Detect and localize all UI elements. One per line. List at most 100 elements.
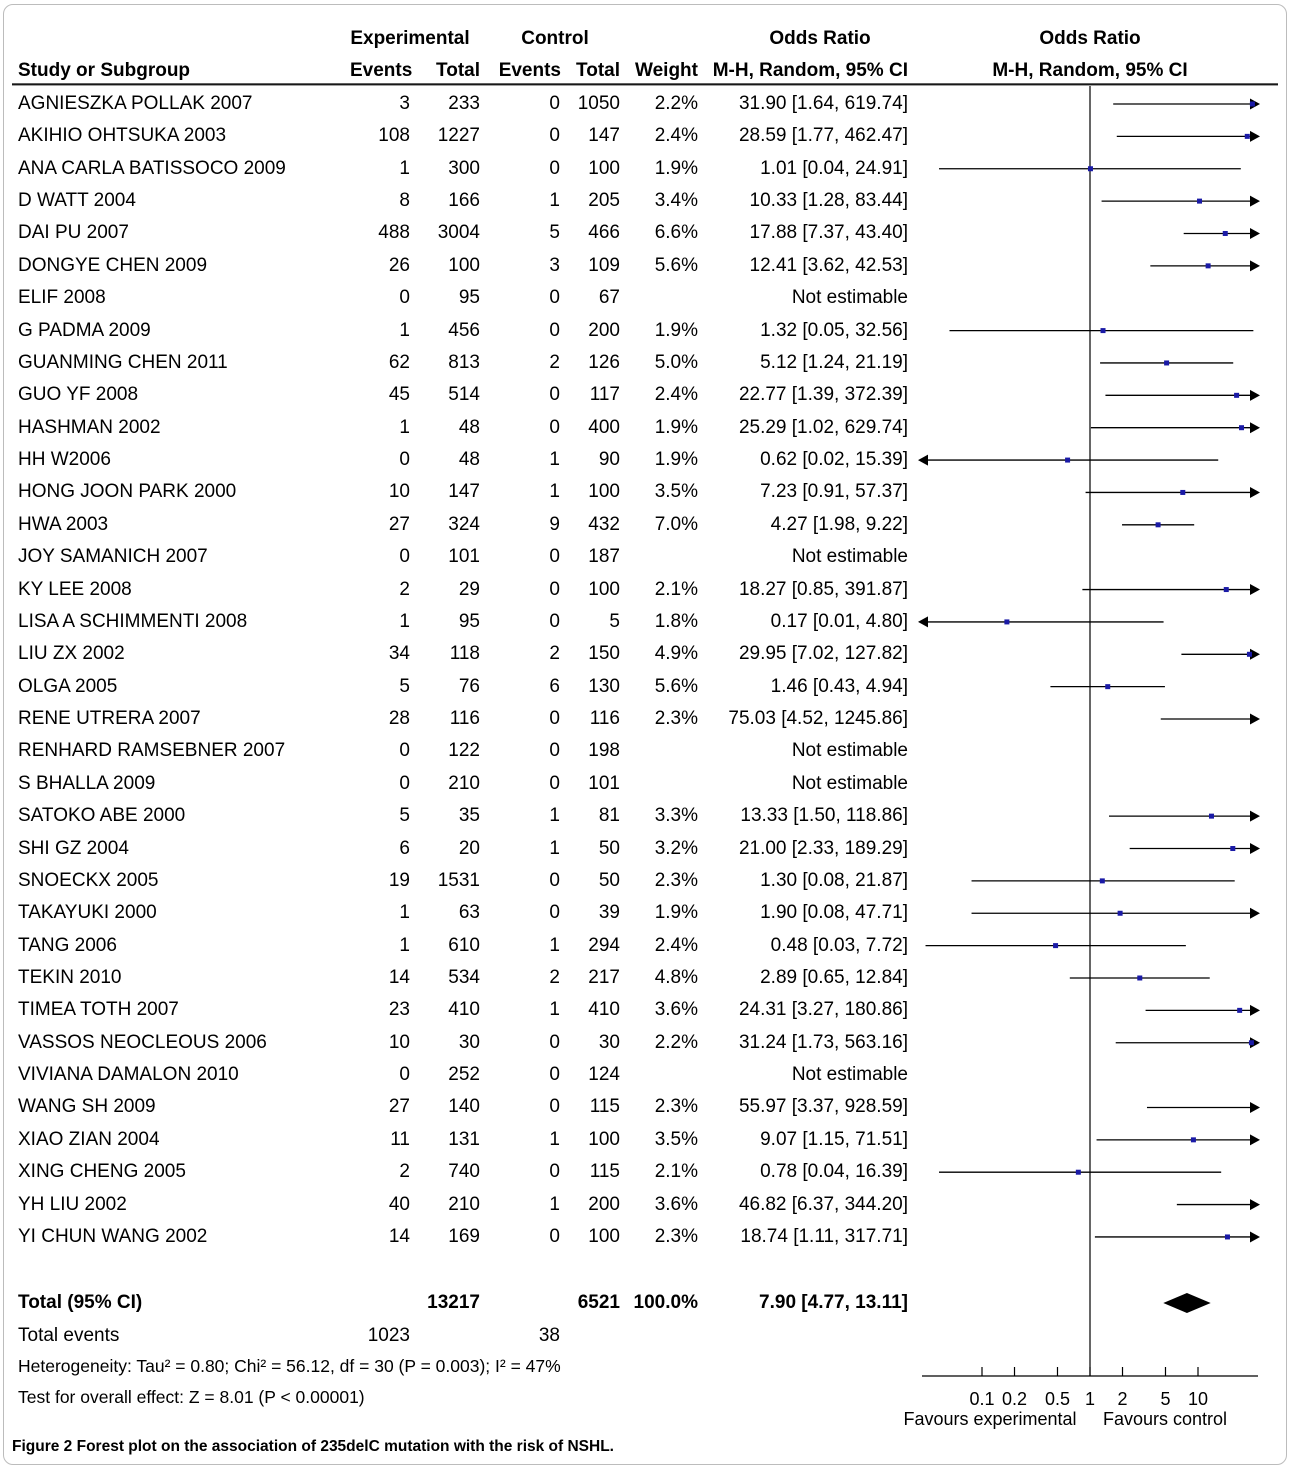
control-events: 0 <box>549 384 560 406</box>
control-total: 294 <box>588 934 620 956</box>
experimental-total: 456 <box>448 319 480 341</box>
control-events: 6 <box>549 675 560 697</box>
control-events: 0 <box>549 1064 560 1086</box>
total-events-label: Total events <box>18 1325 120 1346</box>
study-odds-ratio-ci: Not estimable <box>791 740 908 762</box>
study-weight: 2.1% <box>654 1161 698 1183</box>
ci-arrow-right <box>1250 195 1260 207</box>
experimental-total: 3004 <box>437 222 480 244</box>
experimental-total: 1531 <box>437 869 480 891</box>
study-weight: 5.6% <box>654 675 698 697</box>
control-total: 126 <box>588 351 620 373</box>
control-events: 0 <box>549 578 560 600</box>
study-name: SATOKO ABE 2000 <box>18 805 186 827</box>
experimental-total: 300 <box>448 157 480 179</box>
ci-arrow-right <box>1250 389 1260 401</box>
x-tick-label: 10 <box>1188 1389 1208 1409</box>
point-estimate-marker <box>1223 587 1229 593</box>
study-name: JOY SAMANICH 2007 <box>18 546 208 568</box>
study-name: D WATT 2004 <box>18 190 136 212</box>
control-events: 0 <box>549 319 560 341</box>
point-estimate-marker <box>1053 943 1059 949</box>
study-odds-ratio-ci: 0.48 [0.03, 7.72] <box>770 934 908 956</box>
study-odds-ratio-ci: 28.59 [1.77, 462.47] <box>738 125 908 147</box>
ci-arrow-right <box>1250 648 1260 660</box>
study-odds-ratio-ci: 2.89 [0.65, 12.84] <box>760 966 908 988</box>
experimental-events: 1 <box>399 934 410 956</box>
study-weight: 3.2% <box>654 837 698 859</box>
point-estimate-marker <box>1155 522 1161 528</box>
control-total: 5 <box>609 610 620 632</box>
point-estimate-marker <box>1246 651 1252 657</box>
study-odds-ratio-ci: 4.27 [1.98, 9.22] <box>770 513 908 535</box>
control-total: 115 <box>589 1161 620 1183</box>
experimental-events: 1 <box>399 319 410 341</box>
point-estimate-marker <box>1100 328 1106 334</box>
control-events: 0 <box>549 1225 560 1247</box>
experimental-total: 324 <box>448 513 480 535</box>
control-events: 0 <box>549 546 560 568</box>
experimental-total: 95 <box>458 610 480 632</box>
control-events: 1 <box>549 1128 560 1150</box>
study-name: AKIHIO OHTSUKA 2003 <box>18 125 227 147</box>
control-total: 198 <box>588 740 620 762</box>
control-total: 432 <box>588 513 620 535</box>
experimental-events: 27 <box>388 513 410 535</box>
experimental-total: 131 <box>448 1128 480 1150</box>
study-odds-ratio-ci: 1.46 [0.43, 4.94] <box>770 675 908 697</box>
point-estimate-marker <box>1075 1169 1081 1175</box>
control-total: 200 <box>588 319 620 341</box>
experimental-events: 1 <box>399 610 410 632</box>
experimental-total: 233 <box>448 93 480 114</box>
study-weight: 2.2% <box>654 1031 698 1053</box>
point-estimate-marker <box>1230 846 1236 852</box>
control-events: 1 <box>549 837 560 859</box>
total-events-experimental: 1023 <box>367 1325 410 1346</box>
point-estimate-marker <box>1065 457 1071 463</box>
ci-arrow-right <box>1250 227 1260 239</box>
control-total: 410 <box>588 999 620 1021</box>
experimental-total: 35 <box>458 805 480 827</box>
study-weight: 2.3% <box>654 869 698 891</box>
control-total: 400 <box>588 416 620 438</box>
ci-arrow-right <box>1250 584 1260 596</box>
study-name: LIU ZX 2002 <box>18 643 125 665</box>
study-odds-ratio-ci: 17.88 [7.37, 43.40] <box>749 222 908 244</box>
experimental-total: 210 <box>448 772 480 794</box>
experimental-total: 48 <box>458 449 480 471</box>
control-events: 0 <box>549 772 560 794</box>
control-total: 100 <box>588 1128 620 1150</box>
header-events1: Events <box>350 60 413 81</box>
control-events: 0 <box>549 1161 560 1183</box>
control-events: 1 <box>549 934 560 956</box>
experimental-total: 169 <box>448 1225 480 1247</box>
study-weight: 1.9% <box>654 449 698 471</box>
control-events: 0 <box>549 869 560 891</box>
study-weight: 1.9% <box>654 157 698 179</box>
ci-arrow-right <box>1250 98 1260 110</box>
study-weight: 5.0% <box>654 351 698 373</box>
study-odds-ratio-ci: 25.29 [1.02, 629.74] <box>738 416 908 438</box>
study-odds-ratio-ci: 22.77 [1.39, 372.39] <box>738 384 908 406</box>
study-name: GUO YF 2008 <box>18 384 139 406</box>
control-total: 200 <box>588 1193 620 1215</box>
study-odds-ratio-ci: 18.27 [0.85, 391.87] <box>738 578 908 600</box>
experimental-events: 28 <box>388 708 410 730</box>
experimental-total: 534 <box>448 966 480 988</box>
control-events: 0 <box>549 1096 560 1118</box>
study-odds-ratio-ci: 75.03 [4.52, 1245.86] <box>728 708 908 730</box>
heterogeneity-text: Heterogeneity: Tau² = 0.80; Chi² = 56.12… <box>18 1356 561 1376</box>
control-total: 101 <box>588 772 620 794</box>
point-estimate-marker <box>1190 1137 1196 1143</box>
point-estimate-marker <box>1244 133 1250 139</box>
experimental-total: 610 <box>448 934 480 956</box>
control-total: 217 <box>588 966 620 988</box>
study-odds-ratio-ci: 1.90 [0.08, 47.71] <box>760 902 908 924</box>
experimental-total: 95 <box>458 287 480 309</box>
total-label: Total (95% CI) <box>18 1292 143 1313</box>
study-name: VASSOS NEOCLEOUS 2006 <box>18 1031 267 1053</box>
study-name: S BHALLA 2009 <box>18 772 156 794</box>
study-weight: 2.3% <box>654 708 698 730</box>
study-name: KY LEE 2008 <box>18 578 132 600</box>
study-odds-ratio-ci: 12.41 [3.62, 42.53] <box>749 254 908 276</box>
